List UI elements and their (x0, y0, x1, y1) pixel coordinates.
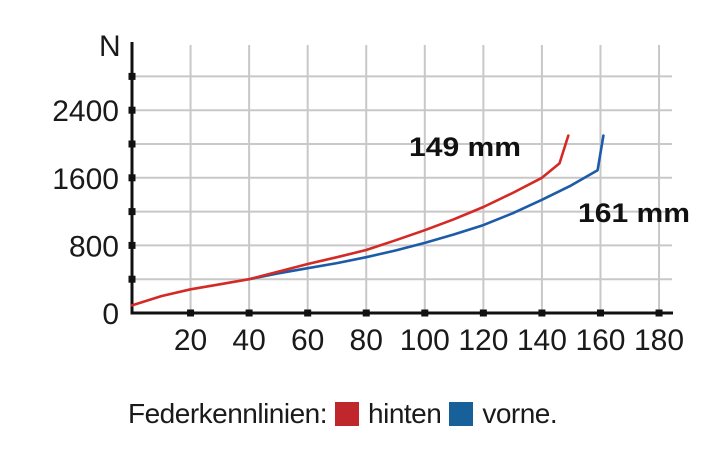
y-tick-label: 800 (69, 230, 119, 263)
x-axis-labels: 20 40 60 80 100 120 140 160 180 (174, 324, 684, 357)
y-tick-label: 0 (102, 298, 119, 331)
y-axis-unit: N (99, 30, 121, 63)
x-tick-label: 40 (232, 324, 265, 357)
x-tick-marker (479, 309, 487, 317)
legend-swatch-hinten (335, 402, 360, 426)
x-tick-label: 100 (400, 324, 450, 357)
x-tick-marker (538, 309, 546, 317)
y-tick-marker (128, 72, 136, 80)
x-tick-marker (245, 309, 253, 317)
y-tick-marker (128, 106, 136, 114)
y-tick-label: 1600 (52, 163, 119, 196)
x-tick-marker (596, 309, 604, 317)
x-tick-label: 80 (350, 324, 383, 357)
annotation-rear-travel: 149 mm (409, 132, 521, 162)
legend-title: Federkennlinien: (128, 398, 328, 429)
legend-label-vorne: vorne. (482, 398, 558, 429)
annotation-front-travel: 161 mm (578, 198, 690, 228)
x-tick-label: 180 (634, 324, 684, 357)
y-tick-marker (128, 275, 136, 283)
x-tick-marker (187, 309, 195, 317)
x-tick-label: 20 (174, 324, 207, 357)
legend-label-hinten: hinten (368, 398, 442, 429)
series-line-hinten (130, 134, 570, 307)
y-tick-marker (128, 140, 136, 148)
x-tick-marker (304, 309, 312, 317)
x-tick-label: 140 (517, 324, 567, 357)
y-axis-labels: 2400 1600 800 0 (52, 95, 119, 331)
x-tick-label: 160 (575, 324, 625, 357)
axis-ticks (128, 72, 663, 317)
series-line-vorne (247, 134, 605, 281)
x-tick-label: 120 (458, 324, 508, 357)
x-tick-marker (421, 309, 429, 317)
series-lines (130, 134, 605, 307)
legend: Federkennlinien: hinten vorne. (128, 394, 558, 434)
x-tick-label: 60 (291, 324, 324, 357)
y-tick-label: 2400 (52, 95, 119, 128)
grid (132, 45, 672, 313)
y-tick-marker (128, 241, 136, 249)
y-tick-marker (128, 208, 136, 216)
legend-swatch-vorne (449, 402, 474, 426)
y-tick-marker (128, 174, 136, 182)
x-tick-marker (362, 309, 370, 317)
x-tick-marker (655, 309, 663, 317)
